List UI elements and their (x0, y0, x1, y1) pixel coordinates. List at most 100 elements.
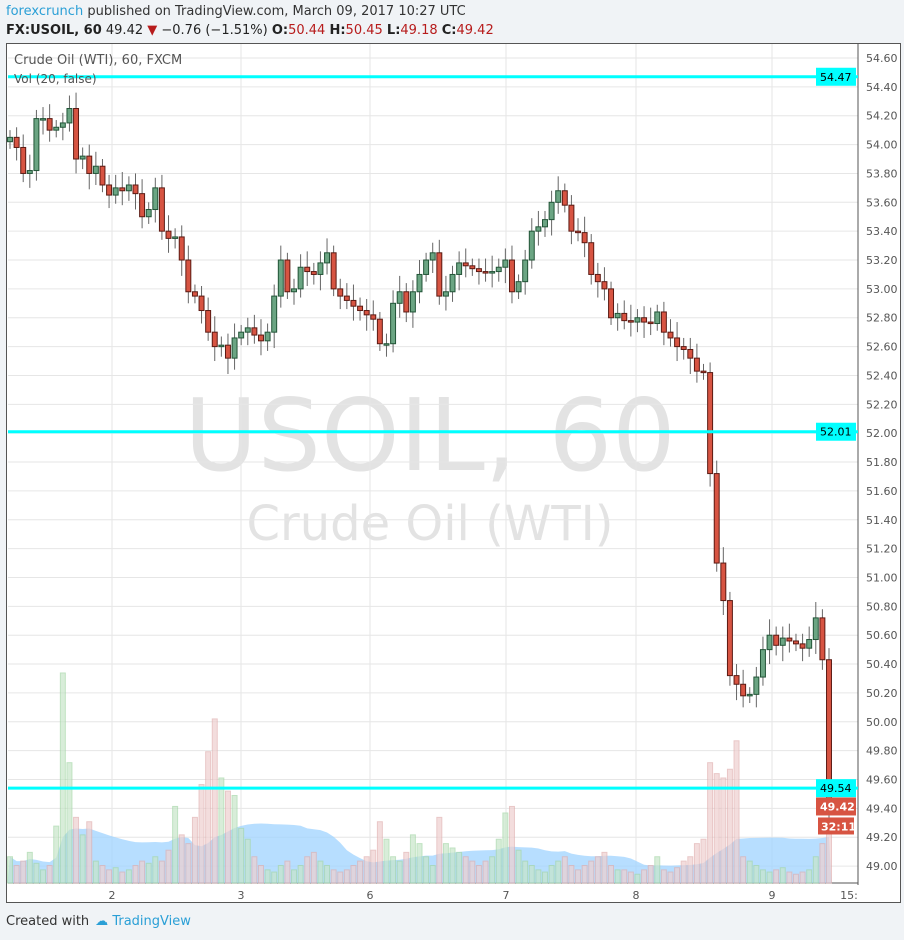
hline-label-bg (816, 779, 856, 798)
volume-bar (528, 865, 535, 884)
candle (674, 337, 681, 348)
candle (251, 327, 258, 336)
y-tick-label: 54.60 (866, 52, 898, 65)
y-tick-label: 53.00 (866, 283, 898, 296)
volume-bar (548, 865, 555, 884)
volume-bar (489, 856, 496, 884)
close-value: 49.42 (456, 23, 494, 38)
candle (416, 273, 423, 293)
brand-name: TradingView (112, 914, 191, 929)
x-tick-label: 9 (769, 889, 776, 902)
volume-bar (442, 843, 449, 884)
candle (707, 372, 714, 475)
candle (693, 357, 700, 372)
volume-bar (33, 862, 40, 884)
candle (627, 320, 634, 323)
candle (489, 271, 496, 274)
volume-bar (53, 825, 60, 884)
volume-bar (792, 873, 799, 884)
volume-bar (112, 867, 119, 884)
hline-label-bg (816, 67, 856, 86)
y-tick-label: 49.00 (866, 860, 898, 873)
candle (713, 473, 720, 564)
candle (277, 259, 284, 297)
candle (542, 219, 548, 228)
candle (244, 327, 251, 333)
volume-bar (86, 821, 93, 884)
volume-bar (205, 751, 212, 884)
candle (145, 209, 152, 218)
volume-bar (158, 860, 165, 884)
volume-bar (264, 869, 271, 884)
volume-bar (542, 871, 548, 884)
candle (469, 265, 476, 270)
created-with: Created with (6, 914, 90, 929)
candle (660, 311, 667, 333)
volume-bar (211, 718, 218, 884)
candle (258, 334, 264, 342)
candle (106, 184, 113, 196)
candle (357, 305, 364, 312)
volume-bar (700, 838, 707, 884)
y-tick-label: 51.60 (866, 485, 898, 498)
volume-bar (26, 851, 33, 884)
open-value: 50.44 (288, 23, 326, 38)
x-tick-label: 8 (633, 889, 640, 902)
candle (337, 288, 344, 297)
volume-bar (581, 865, 588, 884)
volume-bar (396, 860, 403, 884)
candle (271, 295, 278, 333)
volume-bar (20, 860, 27, 884)
volume-bar (753, 865, 760, 884)
candle (733, 675, 740, 685)
volume-bar (535, 869, 542, 884)
y-tick-label: 53.60 (866, 196, 898, 209)
candle (383, 343, 390, 346)
candle (152, 187, 159, 211)
candle (779, 637, 786, 646)
volume-bar (773, 869, 780, 884)
volume-bar (469, 860, 476, 884)
publish-info: forexcrunch published on TradingView.com… (6, 4, 466, 20)
volume-bar (495, 838, 502, 884)
volume-bar (218, 777, 225, 884)
volume-bar (343, 869, 350, 884)
volume-bar (185, 843, 192, 884)
last-price: 49.42 (105, 23, 144, 38)
high-label: H: (329, 23, 346, 38)
candle (608, 288, 615, 319)
volume-bar (614, 869, 621, 884)
volume-bar (46, 865, 53, 884)
candle (614, 312, 621, 319)
y-tick-label: 49.20 (866, 831, 898, 844)
volume-bar (799, 871, 806, 884)
volume-bar (324, 865, 331, 884)
volume-bar (436, 816, 443, 884)
candle (139, 193, 146, 218)
candle (792, 640, 799, 645)
volume-bar (409, 834, 416, 884)
y-tick-label: 52.20 (866, 398, 898, 411)
candle (343, 295, 350, 301)
volume-bar (707, 762, 714, 884)
low-value: 49.18 (400, 23, 438, 38)
candle (720, 562, 727, 602)
candle (172, 236, 179, 239)
volume-bar (575, 869, 581, 884)
y-tick-label: 50.80 (866, 600, 898, 613)
candle (548, 201, 555, 221)
candle (495, 266, 502, 273)
watermark-symbol: USOIL, 60 (184, 377, 676, 494)
published-text: published on TradingView.com, March 09, … (87, 4, 466, 19)
candle (158, 187, 165, 232)
author-link[interactable]: forexcrunch (6, 4, 84, 19)
candle (475, 268, 482, 273)
close-label: C: (441, 23, 457, 38)
volume-bar (271, 871, 278, 884)
candle (647, 321, 654, 325)
tradingview-logo[interactable]: ☁ TradingView (95, 914, 191, 929)
candle (73, 108, 80, 160)
candle (191, 291, 198, 297)
candle (522, 259, 529, 283)
